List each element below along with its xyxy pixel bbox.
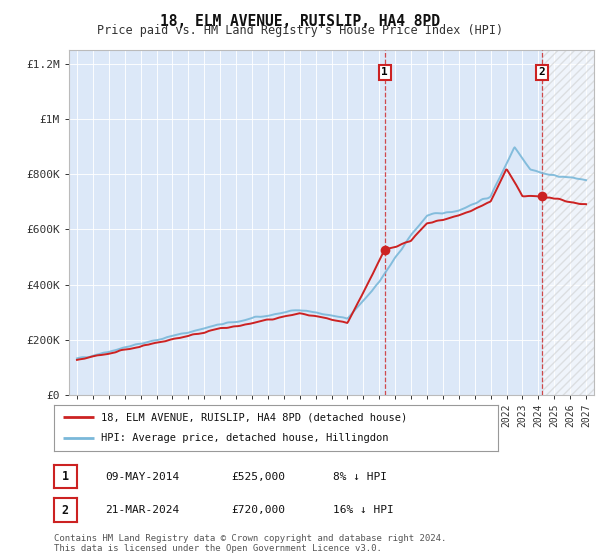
Text: 16% ↓ HPI: 16% ↓ HPI bbox=[333, 505, 394, 515]
Text: 1: 1 bbox=[62, 470, 69, 483]
Bar bbox=[542, 50, 594, 395]
Text: £525,000: £525,000 bbox=[231, 472, 285, 482]
Text: 18, ELM AVENUE, RUISLIP, HA4 8PD (detached house): 18, ELM AVENUE, RUISLIP, HA4 8PD (detach… bbox=[101, 412, 407, 422]
Text: 8% ↓ HPI: 8% ↓ HPI bbox=[333, 472, 387, 482]
Text: HPI: Average price, detached house, Hillingdon: HPI: Average price, detached house, Hill… bbox=[101, 433, 388, 444]
Text: £720,000: £720,000 bbox=[231, 505, 285, 515]
Text: 2: 2 bbox=[62, 503, 69, 517]
Text: 2: 2 bbox=[538, 67, 545, 77]
Text: Price paid vs. HM Land Registry's House Price Index (HPI): Price paid vs. HM Land Registry's House … bbox=[97, 24, 503, 37]
Text: Contains HM Land Registry data © Crown copyright and database right 2024.
This d: Contains HM Land Registry data © Crown c… bbox=[54, 534, 446, 553]
Text: 09-MAY-2014: 09-MAY-2014 bbox=[105, 472, 179, 482]
Text: 1: 1 bbox=[382, 67, 388, 77]
Text: 18, ELM AVENUE, RUISLIP, HA4 8PD: 18, ELM AVENUE, RUISLIP, HA4 8PD bbox=[160, 14, 440, 29]
Text: 21-MAR-2024: 21-MAR-2024 bbox=[105, 505, 179, 515]
